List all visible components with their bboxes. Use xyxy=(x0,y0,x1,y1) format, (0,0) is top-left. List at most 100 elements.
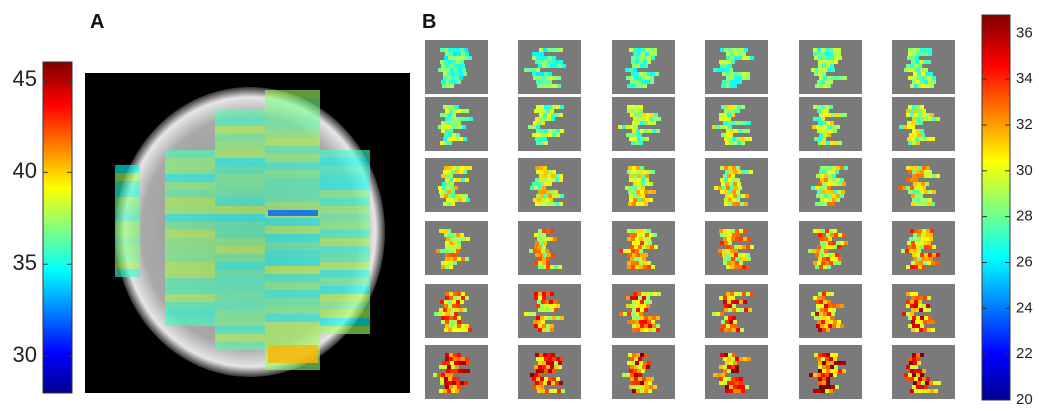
overlay-cell xyxy=(215,158,265,166)
slice-cell xyxy=(628,253,632,257)
slice-cell xyxy=(619,312,623,316)
slice-cell xyxy=(738,292,742,296)
slice-cell xyxy=(830,233,834,237)
slice-cell xyxy=(635,265,639,269)
slice-cell xyxy=(632,121,636,125)
slice-cell xyxy=(642,377,646,381)
slice-cell xyxy=(817,190,821,194)
slice-cell xyxy=(454,369,458,373)
overlay-cell xyxy=(320,150,370,158)
slice-cell xyxy=(840,178,844,182)
slice-cell xyxy=(913,182,917,186)
slice-cell xyxy=(452,328,456,332)
slice-cell xyxy=(640,241,644,245)
overlay-cell xyxy=(215,262,265,270)
slice-cell xyxy=(636,64,640,68)
slice-cell xyxy=(728,353,732,357)
slice-cell xyxy=(822,292,826,296)
slice-cell xyxy=(818,64,822,68)
slice-cell xyxy=(453,320,457,324)
slice-cell xyxy=(833,373,837,377)
slice-cell xyxy=(562,64,566,68)
slice-cell xyxy=(920,117,924,121)
slice-cell xyxy=(449,178,453,182)
slice-cell xyxy=(740,48,744,52)
slice-cell xyxy=(729,194,733,198)
slice-cell xyxy=(738,129,742,133)
slice-cell xyxy=(454,186,458,190)
overlay-cell xyxy=(165,262,215,270)
slice-cell xyxy=(818,233,822,237)
slice-cell xyxy=(916,170,920,174)
slice-cell xyxy=(652,316,656,320)
slice-cell xyxy=(453,357,457,361)
slice-cell xyxy=(453,117,457,121)
slice-cell xyxy=(464,48,468,52)
overlay-cell xyxy=(215,150,265,158)
slice-cell xyxy=(726,253,730,257)
slice-cell xyxy=(920,170,924,174)
slice-cell xyxy=(828,198,832,202)
slice-cell xyxy=(726,72,730,76)
overlay-cell xyxy=(215,318,265,326)
slice-cell xyxy=(555,174,559,178)
slice-cell xyxy=(906,186,910,190)
slice-cell xyxy=(544,129,548,133)
slice-cell xyxy=(826,292,830,296)
slice-cell xyxy=(627,320,631,324)
slice-cell xyxy=(439,190,443,194)
slice-cell xyxy=(537,121,541,125)
slice-cell xyxy=(649,48,653,52)
slice-cell xyxy=(729,84,733,88)
slice-cell xyxy=(538,365,542,369)
slice-cell xyxy=(830,353,834,357)
slice-cell xyxy=(537,300,541,304)
slice-cell xyxy=(738,80,742,84)
slice-cell xyxy=(746,72,750,76)
slice-cell xyxy=(464,56,468,60)
slice-cell xyxy=(840,241,844,245)
slice-cell xyxy=(725,133,729,137)
slice-cell xyxy=(446,237,450,241)
slice-cell xyxy=(450,84,454,88)
slice-cell xyxy=(631,84,635,88)
slice-cell xyxy=(730,245,734,249)
slice-cell xyxy=(547,381,551,385)
slice-cell xyxy=(542,233,546,237)
slice-cell xyxy=(537,198,541,202)
slice-cell xyxy=(910,186,914,190)
slice-cell xyxy=(534,245,538,249)
overlay-cell xyxy=(265,242,320,250)
slice-cell xyxy=(652,129,656,133)
slice-cell xyxy=(817,129,821,133)
slice-cell xyxy=(825,357,829,361)
slice-cell xyxy=(442,182,446,186)
slice-cell xyxy=(732,178,736,182)
slice-cell xyxy=(542,109,546,113)
slice-cell xyxy=(453,80,457,84)
slice-cell xyxy=(543,166,547,170)
slice-cell xyxy=(908,68,912,72)
slice-cell xyxy=(733,182,737,186)
slice-cell xyxy=(626,296,630,300)
slice-cell xyxy=(541,300,545,304)
slice-cell xyxy=(649,52,653,56)
slice-cell xyxy=(822,361,826,365)
slice-cell xyxy=(906,178,910,182)
slice-cell xyxy=(917,72,921,76)
slice-cell xyxy=(450,361,454,365)
slice-cell xyxy=(821,357,825,361)
slice-cell xyxy=(559,381,563,385)
panel-label: A xyxy=(90,11,104,33)
slice-cell xyxy=(439,365,443,369)
slice-cell xyxy=(457,324,461,328)
slice-cell xyxy=(636,190,640,194)
slice-cell xyxy=(635,84,639,88)
slice-cell xyxy=(928,316,932,320)
slice-cell xyxy=(631,72,635,76)
slice-cell xyxy=(634,377,638,381)
slice-cell xyxy=(449,385,453,389)
slice-cell xyxy=(539,353,543,357)
slice-cell xyxy=(445,80,449,84)
slice-cell xyxy=(551,178,555,182)
